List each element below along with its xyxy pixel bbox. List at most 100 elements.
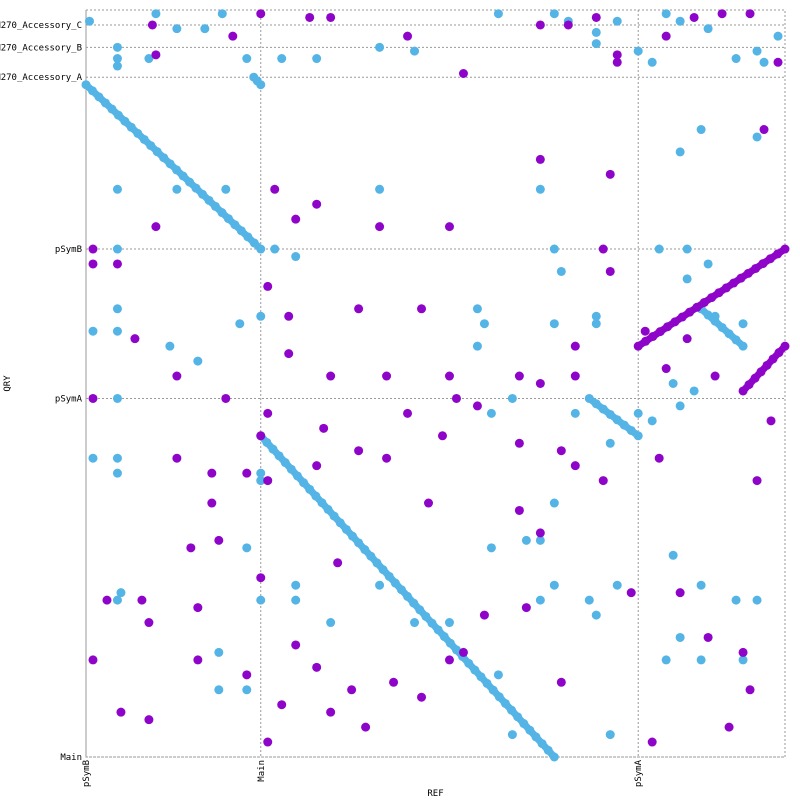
forward-point xyxy=(689,386,699,396)
reverse-point xyxy=(535,154,545,164)
forward-alignment-point xyxy=(317,498,327,508)
reverse-point xyxy=(256,573,266,583)
forward-alignment-point xyxy=(204,195,214,205)
forward-point xyxy=(242,54,252,64)
forward-alignment-point xyxy=(354,538,364,548)
forward-alignment-point xyxy=(427,618,437,628)
forward-alignment-point xyxy=(139,134,149,144)
forward-alignment-point xyxy=(731,335,741,345)
reverse-point xyxy=(263,281,273,291)
forward-alignment-point xyxy=(280,458,290,468)
reverse-alignment-point xyxy=(663,322,673,332)
reverse-point xyxy=(112,259,122,269)
forward-alignment-point xyxy=(488,685,498,695)
forward-alignment-point xyxy=(256,80,266,90)
y-axis-title: QRY xyxy=(3,375,13,392)
forward-point xyxy=(696,580,706,590)
reverse-point xyxy=(291,214,301,224)
forward-point xyxy=(591,610,601,620)
reverse-point xyxy=(354,304,364,314)
forward-alignment-point xyxy=(366,551,376,561)
forward-point xyxy=(256,476,266,486)
forward-point xyxy=(375,184,385,194)
forward-point xyxy=(242,685,252,695)
reverse-alignment-point xyxy=(648,331,658,341)
forward-alignment-point xyxy=(372,558,382,568)
reverse-point xyxy=(242,670,252,680)
reverse-alignment-point xyxy=(758,259,768,269)
forward-alignment-point xyxy=(286,464,296,474)
forward-point xyxy=(759,57,769,67)
forward-point xyxy=(112,453,122,463)
forward-point xyxy=(214,685,224,695)
forward-point xyxy=(291,252,301,262)
forward-alignment-point xyxy=(274,451,284,461)
reverse-point xyxy=(612,50,622,60)
forward-point xyxy=(675,632,685,642)
forward-point xyxy=(112,595,122,605)
forward-point xyxy=(570,408,580,418)
forward-alignment-point xyxy=(598,404,608,414)
forward-alignment-point xyxy=(612,415,622,425)
reverse-point xyxy=(172,371,182,381)
forward-alignment-point xyxy=(335,518,345,528)
forward-alignment-point xyxy=(531,732,541,742)
reverse-point xyxy=(151,50,161,60)
forward-alignment-point xyxy=(543,745,553,755)
forward-point xyxy=(612,16,622,26)
forward-alignment-point xyxy=(421,611,431,621)
forward-point xyxy=(291,595,301,605)
forward-point xyxy=(291,580,301,590)
reverse-point xyxy=(444,222,454,232)
forward-point xyxy=(591,311,601,321)
forward-alignment-point xyxy=(120,116,130,126)
forward-alignment-point xyxy=(507,705,517,715)
x-tick-label: Main xyxy=(257,760,267,782)
reverse-point xyxy=(556,677,566,687)
reverse-alignment-point xyxy=(750,373,760,383)
forward-point xyxy=(112,326,122,336)
forward-alignment-point xyxy=(537,739,547,749)
reverse-point xyxy=(654,453,664,463)
forward-alignment-point xyxy=(433,625,443,635)
forward-point xyxy=(151,9,161,19)
reverse-point xyxy=(605,266,615,276)
forward-alignment-point xyxy=(311,491,321,501)
reverse-point xyxy=(675,588,685,598)
forward-alignment-point xyxy=(464,658,474,668)
forward-alignment-point xyxy=(185,177,195,187)
forward-point xyxy=(116,588,126,598)
forward-point xyxy=(703,259,713,269)
forward-alignment-point xyxy=(172,165,182,175)
reverse-point xyxy=(626,588,636,598)
reverse-point xyxy=(347,685,357,695)
forward-alignment-point xyxy=(217,208,227,218)
forward-point xyxy=(326,618,336,628)
forward-point xyxy=(591,319,601,329)
forward-point xyxy=(703,24,713,34)
reverse-point xyxy=(535,20,545,30)
forward-point xyxy=(549,9,559,19)
forward-point xyxy=(591,27,601,37)
y-tick-label: M270_Accessory_B xyxy=(0,43,82,53)
forward-point xyxy=(270,244,280,254)
forward-alignment-point xyxy=(178,171,188,181)
reverse-point xyxy=(598,476,608,486)
forward-point xyxy=(535,184,545,194)
forward-alignment-point xyxy=(360,545,370,555)
forward-alignment-point xyxy=(513,712,523,722)
forward-alignment-point xyxy=(390,578,400,588)
forward-point xyxy=(256,595,266,605)
forward-alignment-point xyxy=(738,341,748,351)
reverse-alignment-point xyxy=(765,254,775,264)
reverse-point xyxy=(214,535,224,545)
forward-point xyxy=(731,595,741,605)
plot-frame xyxy=(85,9,786,758)
reverse-point xyxy=(444,655,454,665)
y-tick-label: M270_Accessory_A xyxy=(0,73,83,83)
reverse-point xyxy=(256,431,266,441)
forward-point xyxy=(535,535,545,545)
reverse-point xyxy=(305,12,315,22)
reverse-point xyxy=(116,707,126,717)
